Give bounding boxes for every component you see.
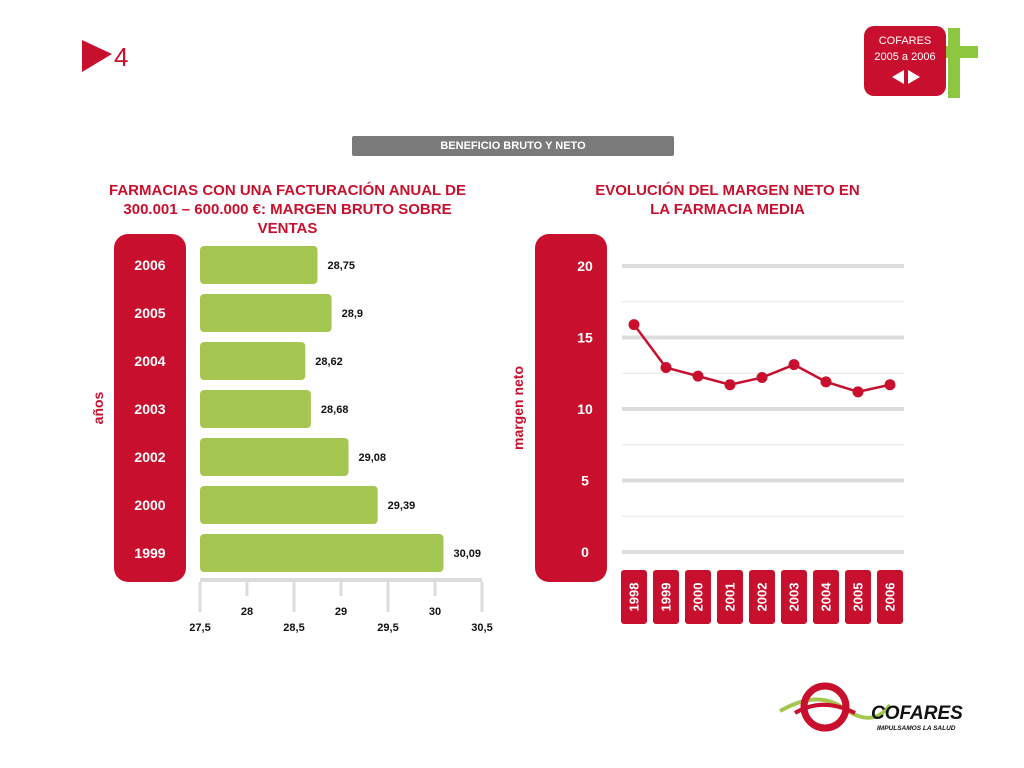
- badge-line2: 2005 a 2006: [874, 51, 935, 63]
- point-2005: [852, 386, 864, 398]
- x-label-2005: 2005: [851, 583, 866, 612]
- y-axis-column-background: [535, 234, 607, 582]
- green-cross-icon: [940, 28, 978, 98]
- y-tick-label-20: 20: [577, 258, 593, 274]
- x-label-box-2004: [813, 570, 839, 624]
- bar-value-2000: 29,39: [388, 500, 416, 512]
- bar-value-2002: 29,08: [359, 452, 387, 464]
- bar-chart-ylabel: años: [90, 391, 106, 424]
- slide-number: 4: [114, 42, 128, 72]
- bar-value-2005: 28,9: [342, 308, 363, 320]
- bar-2006: [200, 246, 318, 284]
- x-label-box-2001: [717, 570, 743, 624]
- x-label-2000: 2000: [691, 583, 706, 612]
- point-2001: [724, 379, 736, 391]
- x-label-1998: 1998: [627, 583, 642, 612]
- x-tick-label-28,5: 28,5: [283, 622, 304, 634]
- arrow-right-icon: [908, 70, 920, 84]
- x-tick-label-29: 29: [335, 606, 347, 618]
- footer-slogan: IMPULSAMOS LA SALUD: [877, 725, 956, 732]
- bar-1999: [200, 534, 444, 572]
- x-label-2002: 2002: [755, 583, 770, 612]
- x-label-2001: 2001: [723, 583, 738, 612]
- x-label-box-2002: [749, 570, 775, 624]
- bar-2002: [200, 438, 349, 476]
- slide-number-marker: 4: [82, 40, 128, 72]
- bar-chart-title: FARMACIAS CON UNA FACTURACIÓN ANUAL DE 3…: [109, 182, 466, 237]
- point-1999: [660, 362, 672, 374]
- footer-brand: COFARES: [871, 703, 963, 724]
- line-chart-ylabel: margen neto: [510, 366, 526, 450]
- x-label-1999: 1999: [659, 583, 674, 612]
- point-1998: [628, 319, 640, 331]
- year-label-2003: 2003: [134, 401, 165, 417]
- y-tick-label-10: 10: [577, 401, 593, 417]
- line-chart-title: EVOLUCIÓN DEL MARGEN NETO EN LA FARMACIA…: [595, 182, 860, 218]
- bar-value-2004: 28,62: [315, 356, 343, 368]
- y-tick-label-5: 5: [581, 473, 589, 489]
- x-tick-label-30,5: 30,5: [471, 622, 492, 634]
- bar-chart: años 2006 28,75 2005 28,9 2004 28,62 2003 28,68…: [90, 234, 493, 634]
- bar-2004: [200, 342, 306, 380]
- x-tick-label-28: 28: [241, 606, 253, 618]
- bar-value-2003: 28,68: [321, 404, 349, 416]
- bar-2000: [200, 486, 378, 524]
- y-tick-label-15: 15: [577, 330, 593, 346]
- x-tick-label-29,5: 29,5: [377, 622, 398, 634]
- x-label-2003: 2003: [787, 583, 802, 612]
- cofares-logo: COFARES IMPULSAMOS LA SALUD: [779, 682, 963, 732]
- x-label-2004: 2004: [819, 582, 834, 612]
- point-2004: [820, 376, 832, 388]
- x-tick-label-30: 30: [429, 606, 441, 618]
- badge-box: [864, 26, 946, 96]
- x-label-box-2005: [845, 570, 871, 624]
- x-label-box-2003: [781, 570, 807, 624]
- cofares-2005-2006-badge: COFARES 2005 a 2006: [864, 26, 978, 98]
- x-label-2006: 2006: [883, 583, 898, 612]
- bar-2005: [200, 294, 332, 332]
- point-2002: [756, 372, 768, 384]
- x-label-box-1999: [653, 570, 679, 624]
- year-label-2002: 2002: [134, 449, 165, 465]
- y-tick-label-0: 0: [581, 544, 589, 560]
- year-label-2004: 2004: [134, 353, 165, 369]
- year-label-2005: 2005: [134, 305, 165, 321]
- x-label-box-1998: [621, 570, 647, 624]
- badge-line1: COFARES: [879, 35, 932, 47]
- bar-value-2006: 28,75: [328, 260, 356, 272]
- line-chart: margen neto 0 5 10 15 20 1998 1999 2000 2001 200…: [510, 234, 904, 624]
- point-2000: [692, 370, 704, 382]
- point-2006: [884, 379, 896, 391]
- year-label-2000: 2000: [134, 497, 165, 513]
- x-label-box-2006: [877, 570, 903, 624]
- year-label-2006: 2006: [134, 257, 165, 273]
- play-shape-icon: [82, 40, 112, 72]
- arrow-left-icon: [892, 70, 904, 84]
- x-label-box-2000: [685, 570, 711, 624]
- bar-2003: [200, 390, 311, 428]
- year-label-1999: 1999: [134, 545, 165, 561]
- point-2003: [788, 359, 800, 371]
- x-tick-label-27,5: 27,5: [189, 622, 210, 634]
- year-column-background: [114, 234, 186, 582]
- section-title-banner: BENEFICIO BRUTO Y NETO: [352, 136, 674, 156]
- bar-value-1999: 30,09: [453, 548, 481, 560]
